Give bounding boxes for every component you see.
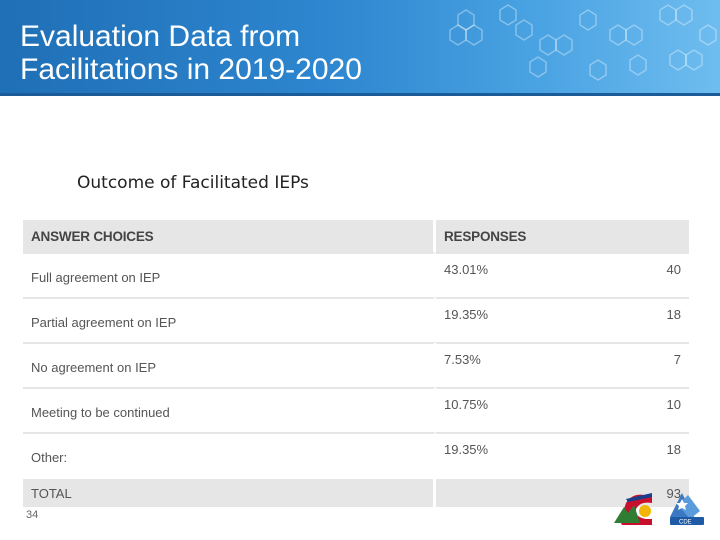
table-row: No agreement on IEP 7.53% 7 [23,342,689,387]
total-percent-cell [436,477,604,507]
banner-underline [0,93,720,96]
answer-cell: Other: [23,432,436,477]
answer-cell: Full agreement on IEP [23,252,436,297]
table-row: Meeting to be continued 10.75% 10 [23,387,689,432]
table-row: Partial agreement on IEP 19.35% 18 [23,297,689,342]
answer-cell: Meeting to be continued [23,387,436,432]
total-label: TOTAL [23,477,436,507]
answer-cell: Partial agreement on IEP [23,297,436,342]
cde-logo-icon: CDE [670,493,704,526]
count-cell: 18 [603,297,689,342]
count-cell: 10 [603,387,689,432]
percent-cell: 7.53% [436,342,604,387]
slide-title-line-2: Facilitations in 2019-2020 [20,53,362,86]
header-responses: RESPONSES [436,220,689,252]
table-caption: Outcome of Facilitated IEPs [77,173,309,193]
hexagon-pattern-decoration [449,4,717,81]
page-number: 34 [26,509,39,521]
table-row: Other: 19.35% 18 [23,432,689,477]
slide-title: Evaluation Data from Facilitations in 20… [20,20,362,86]
footer-logos: CDE [614,493,704,526]
table-row: Full agreement on IEP 43.01% 40 [23,252,689,297]
survey-results-table: ANSWER CHOICES RESPONSES Full agreement … [23,220,689,507]
percent-cell: 43.01% [436,252,604,297]
count-cell: 18 [603,432,689,477]
count-cell: 7 [603,342,689,387]
percent-cell: 10.75% [436,387,604,432]
colorado-logo-icon [614,493,652,525]
header-answer-choices: ANSWER CHOICES [23,220,436,252]
answer-cell: No agreement on IEP [23,342,436,387]
count-cell: 40 [603,252,689,297]
title-banner: Evaluation Data from Facilitations in 20… [0,0,720,93]
percent-cell: 19.35% [436,432,604,477]
table-header-row: ANSWER CHOICES RESPONSES [23,220,689,252]
svg-text:CDE: CDE [679,520,692,526]
percent-cell: 19.35% [436,297,604,342]
total-row: TOTAL 93 [23,477,689,507]
slide-title-line-1: Evaluation Data from [20,20,301,53]
